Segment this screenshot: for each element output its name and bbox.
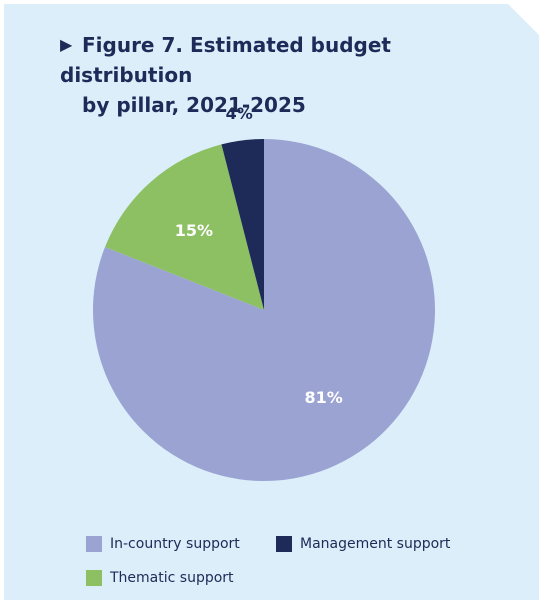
legend-label-thematic: Thematic support [110, 570, 234, 586]
legend-item-in-country-support: In-country support [86, 536, 240, 552]
pie-labels: 81% 15% 4% [175, 104, 343, 407]
title-arrow-icon: ▶ [60, 35, 73, 54]
legend-item-thematic-support: Thematic support [86, 570, 234, 586]
legend-label-in-country: In-country support [110, 536, 240, 552]
pie-label-management-support: 4% [226, 104, 253, 123]
pie-label-thematic-support: 15% [175, 221, 213, 240]
pie-label-in-country-support: 81% [304, 388, 342, 407]
legend-swatch-management [276, 536, 292, 552]
pie-slice-management-support [221, 139, 264, 310]
pie-slice-thematic-support [105, 144, 264, 310]
figure-title-line1: Figure 7. Estimated budget distribution [60, 33, 391, 87]
figure-title: ▶ Figure 7. Estimated budget distribution… [60, 30, 520, 120]
legend-swatch-thematic [86, 570, 102, 586]
legend-swatch-in-country [86, 536, 102, 552]
legend-item-management-support: Management support [276, 536, 450, 552]
pie-slices [92, 139, 436, 481]
legend-label-management: Management support [300, 536, 451, 552]
figure-title-line2: by pillar, 2021-2025 [82, 93, 306, 117]
